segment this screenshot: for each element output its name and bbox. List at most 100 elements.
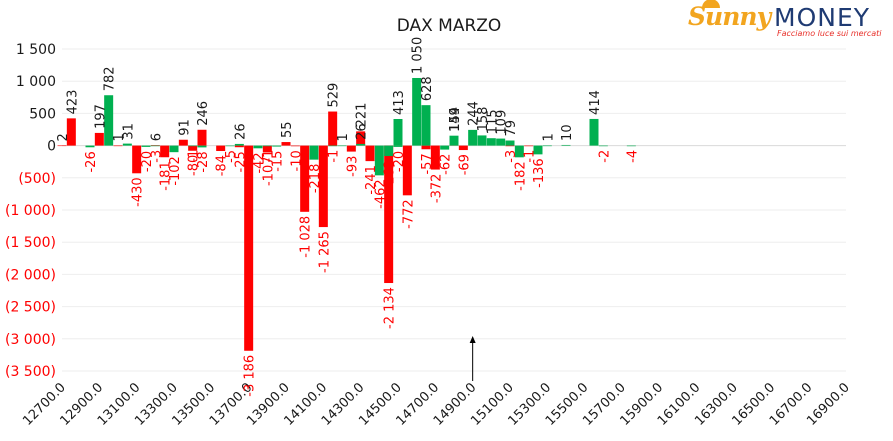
- data-label: -93: [345, 156, 360, 177]
- bar: [365, 145, 375, 162]
- data-label: 1 050: [411, 37, 426, 74]
- y-tick-label: 500: [29, 106, 56, 122]
- data-label: -28: [196, 151, 211, 172]
- y-tick-label: (1 500): [5, 235, 56, 251]
- y-tick-label: (3 500): [5, 364, 56, 380]
- data-label: -462: [373, 179, 388, 209]
- data-label: 246: [196, 101, 211, 126]
- bar: [300, 145, 310, 212]
- bar: [150, 145, 160, 146]
- bar: [356, 131, 366, 146]
- bar: [449, 135, 459, 146]
- data-label: 154: [448, 107, 463, 132]
- bar: [169, 145, 179, 153]
- bar: [542, 145, 552, 147]
- bar: [440, 145, 450, 150]
- data-label: 197: [93, 104, 108, 129]
- data-label: -107: [261, 156, 276, 186]
- data-label: -1: [187, 150, 202, 163]
- bar: [421, 145, 431, 150]
- data-label: -218: [308, 164, 323, 194]
- data-label: 782: [103, 66, 118, 91]
- data-label: -42: [252, 152, 267, 173]
- bar: [505, 140, 515, 146]
- data-label: -69: [457, 154, 472, 175]
- sunny-money-logo: Sunny MONEY Facciamo luce sui mercati: [688, 0, 888, 42]
- data-label: 628: [420, 76, 435, 101]
- data-label: -162: [383, 160, 398, 190]
- data-label: -15: [271, 151, 286, 172]
- x-axis: 12700.012900.013100.013300.013500.013700…: [20, 380, 853, 429]
- bar: [141, 145, 151, 147]
- bar: [626, 145, 636, 147]
- bar: [468, 129, 478, 146]
- bar: [524, 145, 534, 147]
- bar: [402, 145, 412, 196]
- bar: [384, 145, 394, 157]
- data-label: -62: [439, 154, 454, 175]
- bar: [262, 145, 272, 153]
- data-label: -1: [261, 150, 276, 163]
- data-label: -181: [159, 161, 174, 191]
- data-label: -372: [429, 174, 444, 204]
- data-label: 423: [65, 90, 80, 115]
- data-label: -430: [131, 177, 146, 207]
- bar: [486, 138, 496, 146]
- y-tick-label: (1 000): [5, 203, 56, 219]
- data-label: -10: [289, 150, 304, 171]
- bar: [272, 145, 282, 147]
- bar: [113, 145, 123, 147]
- bar: [561, 144, 571, 146]
- data-label: 221: [355, 103, 370, 128]
- chart-title: DAX MARZO: [397, 16, 502, 36]
- bar: [477, 135, 487, 146]
- bar: [122, 143, 132, 146]
- data-label: -182: [513, 161, 528, 191]
- bar: [57, 145, 67, 147]
- data-label: -772: [401, 199, 416, 229]
- y-tick-label: (2 000): [5, 267, 56, 283]
- data-label: 26: [355, 123, 370, 140]
- data-label: -3 186: [243, 355, 258, 397]
- bar: [589, 118, 599, 146]
- data-label: -3: [149, 150, 164, 163]
- data-label: -25: [233, 151, 248, 172]
- bar: [384, 145, 394, 284]
- data-label: 10: [560, 124, 575, 141]
- data-label: -5: [224, 150, 239, 163]
- y-tick-label: (2 500): [5, 300, 56, 316]
- bar: [66, 118, 76, 146]
- data-labels: 2 423 197 1 -430 6 -181 91 -80 246 -84 -25 -3 186 -10…: [56, 37, 640, 397]
- bar: [94, 132, 104, 146]
- bar: [393, 119, 403, 146]
- bar: [337, 145, 347, 147]
- gridlines: [62, 48, 846, 372]
- bar: [393, 145, 403, 147]
- data-label: -1 265: [317, 231, 332, 273]
- logo-tagline: Facciamo luce sui mercati: [777, 29, 882, 38]
- data-label: -2: [597, 150, 612, 163]
- data-label: 2: [56, 133, 71, 141]
- y-tick-label: 0: [47, 139, 56, 155]
- bar: [253, 145, 263, 149]
- data-label: -2 134: [383, 287, 398, 329]
- bar: [244, 145, 254, 351]
- data-label: -4: [625, 150, 640, 163]
- data-label: -241: [364, 165, 379, 195]
- data-label: 414: [588, 90, 603, 115]
- bar: [197, 129, 207, 146]
- bar: [197, 145, 207, 148]
- data-label: -136: [532, 158, 547, 188]
- data-label: 1: [336, 133, 351, 141]
- bar: [234, 143, 244, 146]
- bar: [458, 145, 468, 151]
- bar: [216, 145, 226, 152]
- bar: [328, 145, 338, 147]
- data-label: 149: [448, 107, 463, 132]
- bar: [318, 145, 328, 228]
- bar: [598, 145, 608, 147]
- data-label: -57: [420, 153, 435, 174]
- bar: [533, 145, 543, 155]
